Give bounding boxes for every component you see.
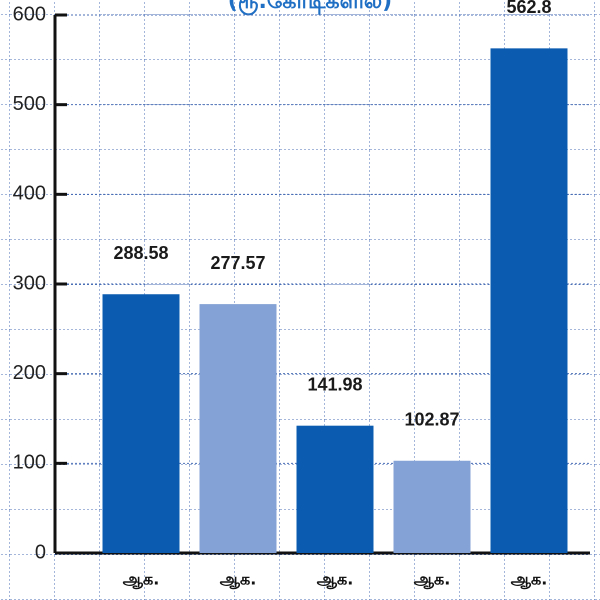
- value-label: 102.87: [404, 410, 459, 430]
- bar: [490, 48, 568, 554]
- x-tick-label: ஆக.: [414, 570, 451, 590]
- y-tick-label: 400: [13, 183, 46, 205]
- bar: [296, 425, 374, 553]
- bar: [199, 304, 277, 553]
- y-tick-label: 500: [13, 93, 46, 115]
- x-tick-label: ஆக.: [220, 570, 257, 590]
- value-label: 562.8: [506, 0, 551, 17]
- y-tick-label: 300: [13, 272, 46, 294]
- x-tick-label: ஆக.: [511, 570, 548, 590]
- value-label: 277.57: [210, 253, 265, 273]
- x-tick-label: ஆக.: [123, 570, 160, 590]
- y-tick-label: 200: [13, 362, 46, 384]
- bar: [393, 460, 471, 553]
- x-tick-label: ஆக.: [317, 570, 354, 590]
- chart-title: (ரூ.கோடிகளில்): [228, 0, 392, 16]
- y-tick-label: 100: [13, 452, 46, 474]
- value-label: 288.58: [113, 243, 168, 263]
- y-tick-label: 0: [35, 541, 46, 563]
- value-label: 141.98: [307, 374, 362, 394]
- y-tick-label: 600: [13, 3, 46, 25]
- bar: [102, 294, 180, 553]
